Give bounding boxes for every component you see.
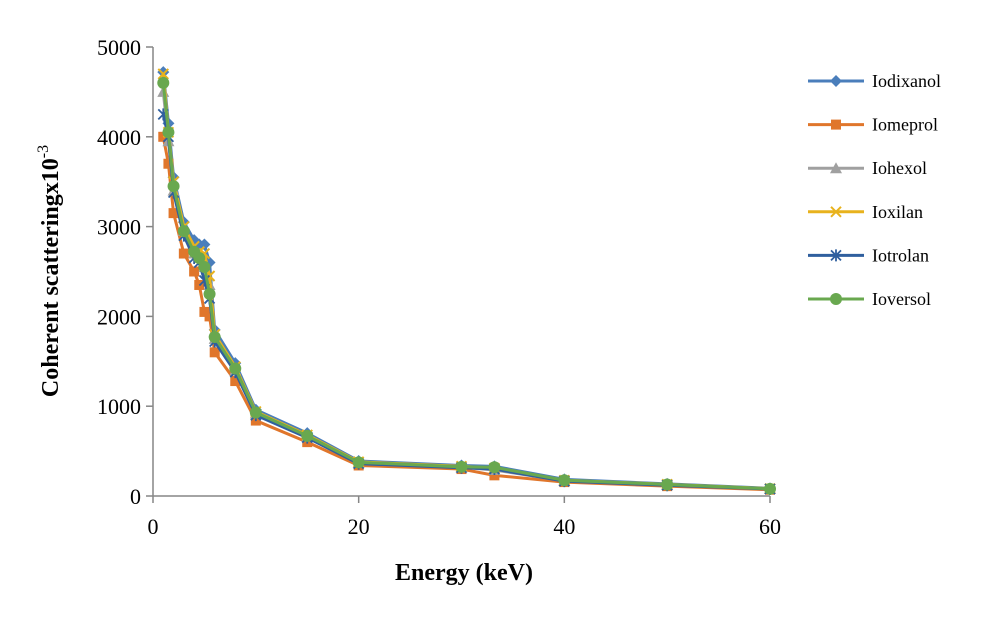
legend-entry: Ioxilan [808,202,923,222]
x-tick-label: 20 [348,514,370,539]
series-line [161,82,771,491]
legend-marker [830,293,842,305]
y-tick-label: 5000 [97,35,141,60]
y-axis-title-exponent: -3 [35,145,52,158]
legend-label: Iotrolan [872,245,929,265]
series-iohexol [157,85,776,494]
legend-label: Ioversol [872,289,931,309]
data-point [178,248,189,259]
x-tick-label: 40 [553,514,575,539]
y-tick-label: 0 [130,484,141,509]
data-point [204,311,215,322]
series-line [161,136,771,492]
data-point [455,460,468,473]
data-point [167,180,180,193]
series-ioversol [157,76,776,495]
legend-entry: Iotrolan [808,245,929,265]
legend-marker [830,249,842,262]
legend-marker [830,162,842,174]
series-ioxilan [157,68,776,495]
data-point [230,376,241,387]
legend-label: Iomeprol [872,115,938,135]
legend-entry: Ioversol [808,289,931,309]
data-point [189,266,200,277]
data-point [177,225,190,238]
y-axis-title-main: Coherent scatteringx10 [38,158,64,397]
data-point [558,474,571,487]
legend-label: Iodixanol [872,71,941,91]
y-tick-label: 1000 [97,394,141,419]
data-point [157,68,169,80]
series-iotrolan [157,108,776,495]
data-point [764,482,776,495]
data-point [229,362,242,375]
y-axis-title: Coherent scatteringx10-3 [35,145,64,397]
data-point [208,331,221,344]
tick-marks: 0 1000 2000 3000 4000 5000 0 20 40 60 [97,35,781,539]
series-lines [157,66,776,495]
legend-entry: Iomeprol [808,115,938,135]
svg-text:Coherent scatteringx10-3: Coherent scatteringx10-3 [35,145,64,397]
axes [152,47,770,497]
data-point [209,347,220,358]
series-line [161,73,771,491]
series-iomeprol [158,131,775,495]
data-point [193,252,206,265]
data-point [168,208,179,219]
data-point [301,429,314,442]
data-point [199,306,210,317]
legend: Iodixanol Iomeprol Iohexol Ioxilan Iotrolan I… [808,71,941,309]
data-point [352,456,365,469]
x-axis-title: Energy (keV) [395,560,533,586]
data-point [489,470,500,481]
data-point [157,76,170,89]
y-tick-label: 3000 [97,215,141,240]
legend-entry: Iodixanol [808,71,941,91]
data-point [249,406,262,419]
data-point [488,461,501,474]
legend-marker [830,206,842,218]
x-tick-label: 60 [759,514,781,539]
legend-label: Iohexol [872,158,927,178]
legend-marker [830,75,842,87]
data-point [162,126,175,139]
data-point [661,478,674,491]
legend-entry: Iohexol [808,158,927,178]
data-point [203,287,216,300]
series-iodixanol [157,66,776,495]
x-tick-label: 0 [148,514,159,539]
data-point [198,238,211,251]
y-tick-label: 2000 [97,304,141,329]
y-tick-label: 4000 [97,125,141,150]
series-line [161,91,771,491]
data-point [198,261,211,274]
data-point [163,158,174,169]
series-line [161,114,771,491]
legend-marker [831,119,841,130]
legend-label: Ioxilan [872,202,923,222]
series-line [161,71,771,490]
data-point [157,66,170,79]
